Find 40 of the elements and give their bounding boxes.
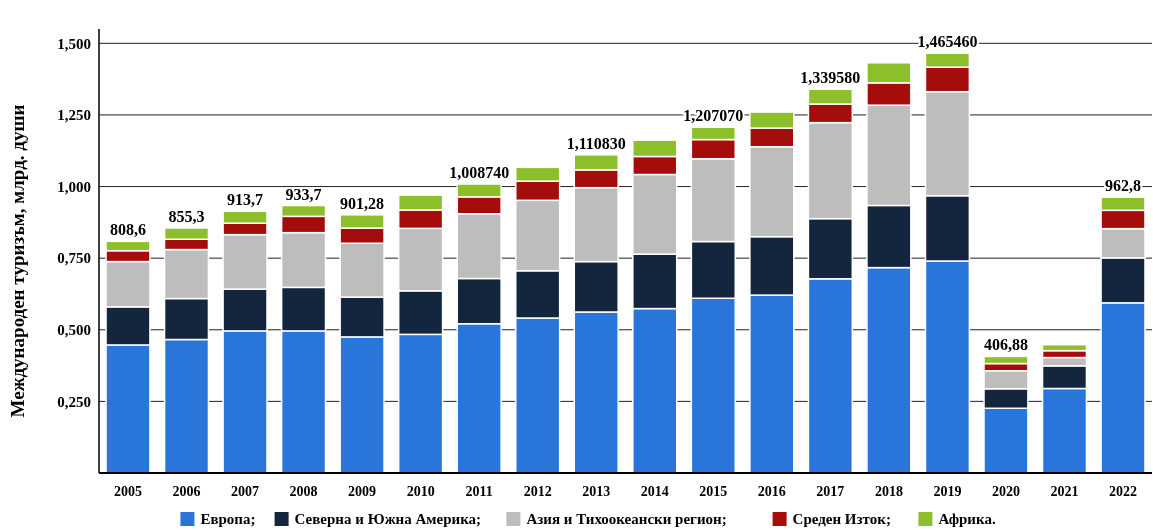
total-label: 406,88 xyxy=(983,336,1028,354)
legend-label: Африка. xyxy=(938,511,996,527)
total-label: 913,7 xyxy=(227,191,264,209)
y-tick-label: 1,000 xyxy=(57,178,91,195)
x-tick-label: 2022 xyxy=(1109,484,1138,499)
x-tick-label: 2008 xyxy=(289,484,318,499)
x-tick-label: 2012 xyxy=(523,484,552,499)
legend-label: Азия и Тихоокеански регион; xyxy=(526,511,727,527)
total-label: 1,339580 xyxy=(800,69,861,87)
y-tick-label: 0,250 xyxy=(57,393,91,410)
x-tick-label: 2011 xyxy=(465,484,493,499)
y-tick-label: 1,500 xyxy=(57,35,91,52)
x-tick-label: 2014 xyxy=(640,484,669,499)
x-tick-label: 2019 xyxy=(933,484,962,499)
total-label: 933,7 xyxy=(285,185,322,203)
x-tick-label: 2018 xyxy=(874,484,903,499)
x-tick-label: 2006 xyxy=(172,484,201,499)
y-axis-title: Международен туризъм, млрд. души xyxy=(7,104,28,418)
total-label: 1,207070 xyxy=(683,107,744,125)
legend-label: Европа; xyxy=(200,511,256,527)
x-tick-label: 2007 xyxy=(231,484,260,499)
total-label: 1,110830 xyxy=(566,134,626,152)
total-label: 808,6 xyxy=(109,221,146,239)
y-tick-label: 0,500 xyxy=(57,322,91,339)
x-tick-label: 2005 xyxy=(113,484,142,499)
legend-label: Северна и Южна Америка; xyxy=(294,511,482,527)
y-tick-label: 0,750 xyxy=(57,250,91,267)
x-tick-label: 2017 xyxy=(816,484,845,499)
x-tick-label: 2009 xyxy=(348,484,377,499)
x-tick-label: 2010 xyxy=(406,484,435,499)
x-tick-label: 2016 xyxy=(757,484,786,499)
total-label: 1,008740 xyxy=(449,164,510,182)
x-tick-label: 2015 xyxy=(699,484,728,499)
x-tick-label: 2021 xyxy=(1050,484,1079,499)
total-label: 901,28 xyxy=(340,194,385,212)
x-tick-label: 2020 xyxy=(991,484,1020,499)
x-tick-label: 2013 xyxy=(582,484,611,499)
legend-label: Среден Изток; xyxy=(792,511,891,527)
total-label: 855,3 xyxy=(168,208,205,225)
y-tick-label: 1,250 xyxy=(57,107,91,124)
